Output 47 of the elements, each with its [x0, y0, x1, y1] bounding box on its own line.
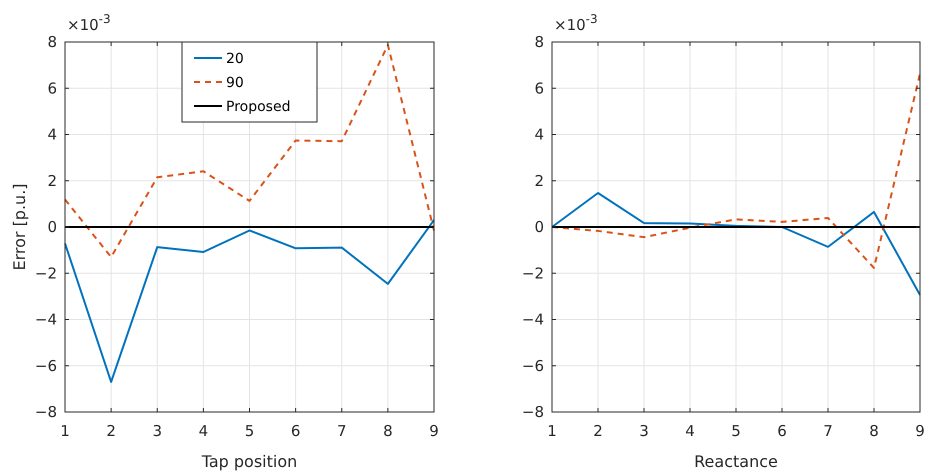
y-tick-label: 6	[534, 79, 544, 98]
line-series	[551, 192, 921, 296]
x-tick-label: 4	[198, 422, 208, 440]
x-tick-label: 8	[383, 422, 393, 440]
x-tick-label: 6	[290, 422, 300, 440]
y-tick-label: 6	[47, 79, 57, 98]
x-tick-label: 3	[152, 422, 162, 440]
y-tick-label: −8	[34, 403, 57, 421]
x-tick-label: 6	[777, 422, 787, 440]
legend-label: Proposed	[226, 99, 290, 115]
x-tick-label: 9	[429, 422, 439, 440]
x-tick-label: 9	[915, 422, 925, 440]
x-tick-label: 8	[869, 422, 879, 440]
y-tick-label: 2	[534, 172, 544, 190]
y-axis-title: Error [p.u.]	[10, 183, 29, 271]
legend-label: 90	[226, 75, 244, 91]
x-tick-label: 3	[639, 422, 649, 440]
line-series	[64, 219, 435, 383]
y-tick-label: −4	[34, 310, 57, 328]
x-tick-label: 1	[60, 422, 70, 440]
y-tick-label: 8	[47, 33, 57, 51]
x-tick-label: 4	[685, 422, 695, 440]
x-axis-title: Tap position	[200, 452, 298, 471]
x-tick-label: 5	[731, 422, 741, 440]
y-tick-label: −8	[522, 403, 544, 421]
line-series	[64, 44, 435, 258]
x-tick-label: 2	[593, 422, 603, 440]
x-tick-label: 7	[823, 422, 833, 440]
y-tick-label: −2	[522, 264, 544, 282]
text: ×10$^{-3}$	[67, 12, 111, 34]
x-tick-label: 5	[244, 422, 254, 440]
y-tick-label: 4	[534, 126, 544, 144]
y-tick-label: 2	[47, 172, 57, 190]
x-tick-label: 7	[336, 422, 347, 440]
x-tick-label: 1	[547, 422, 557, 440]
y-tick-label: −6	[522, 356, 544, 375]
y-tick-label: 0	[47, 218, 57, 236]
y-tick-label: −4	[522, 310, 544, 328]
text: ×10$^{-3}$	[554, 12, 598, 34]
y-tick-label: 8	[534, 33, 544, 51]
y-tick-label: −6	[34, 356, 57, 375]
y-tick-label: 0	[534, 218, 544, 236]
x-axis-title: Reactance	[694, 452, 778, 471]
y-tick-label: −2	[34, 264, 57, 282]
y-tick-label: 4	[47, 126, 57, 144]
x-tick-label: 2	[106, 422, 116, 440]
legend-label: 20	[226, 51, 244, 67]
